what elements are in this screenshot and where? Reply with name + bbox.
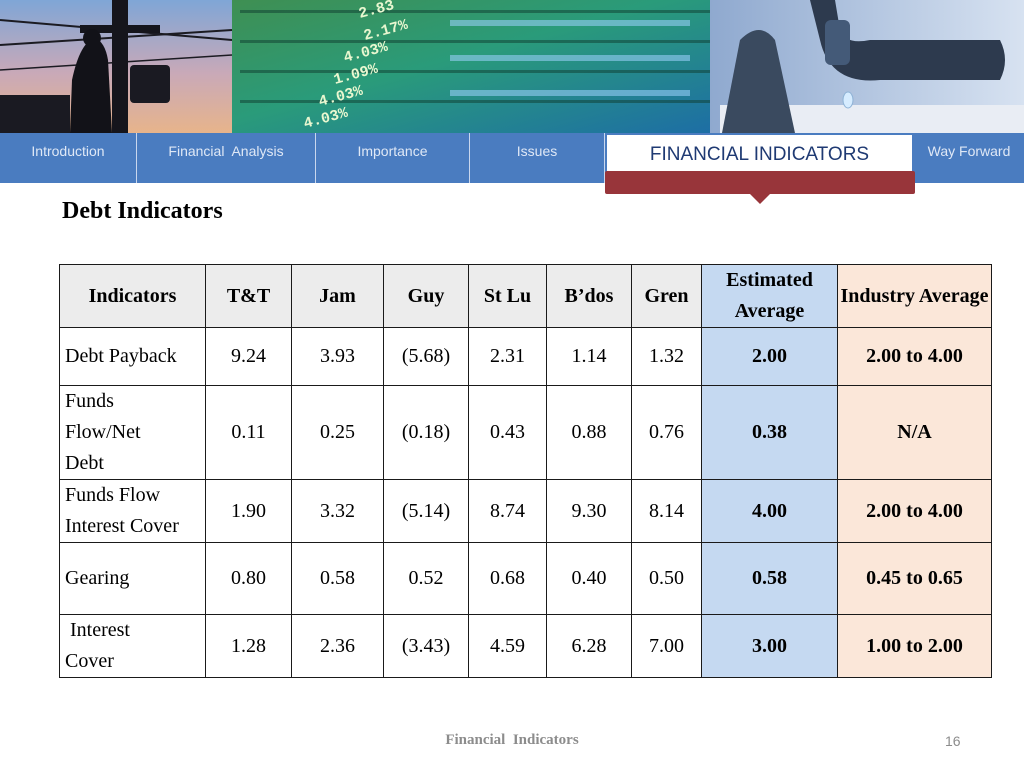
nav-item-way-forward[interactable]: Way Forward bbox=[914, 133, 1024, 183]
indicator-cell: Debt Payback bbox=[59, 327, 206, 386]
estimated-average-cell: 3.00 bbox=[701, 614, 838, 678]
column-header: Gren bbox=[631, 264, 702, 328]
industry-average-cell: 0.45 to 0.65 bbox=[837, 542, 992, 615]
footer-title: Financial Indicators bbox=[0, 732, 1024, 749]
lineman-photo bbox=[0, 0, 233, 133]
estimated-average-cell: 2.00 bbox=[701, 327, 838, 386]
table-cell: 0.68 bbox=[468, 542, 547, 615]
column-header: Guy bbox=[383, 264, 469, 328]
estimated-average-cell: 4.00 bbox=[701, 479, 838, 543]
estimated-average-cell: 0.38 bbox=[701, 385, 838, 480]
table-cell: 0.52 bbox=[383, 542, 469, 615]
table-header-row: Indicators T&T Jam Guy St Lu B’dos Gren … bbox=[59, 264, 992, 328]
table-row: Gearing 0.80 0.58 0.52 0.68 0.40 0.50 0.… bbox=[59, 542, 992, 615]
table-cell: 6.28 bbox=[546, 614, 632, 678]
table-cell: 1.14 bbox=[546, 327, 632, 386]
table-cell: (5.68) bbox=[383, 327, 469, 386]
table-row: Funds Flow Interest Cover 1.90 3.32 (5.1… bbox=[59, 479, 992, 543]
page-title: Debt Indicators bbox=[62, 198, 223, 224]
table-cell: (3.43) bbox=[383, 614, 469, 678]
nav-item-label: Introduction bbox=[31, 143, 105, 159]
column-header: Jam bbox=[291, 264, 384, 328]
table-cell: 0.25 bbox=[291, 385, 384, 480]
nav-item-label: Issues bbox=[516, 143, 558, 159]
nav-item-issues[interactable]: Issues bbox=[470, 133, 605, 183]
nav-item-importance[interactable]: Importance bbox=[316, 133, 470, 183]
page-number: 16 bbox=[945, 733, 961, 749]
table-cell: 1.32 bbox=[631, 327, 702, 386]
column-header: Indicators bbox=[59, 264, 206, 328]
active-section-marker bbox=[605, 171, 915, 194]
industry-average-cell: 2.00 to 4.00 bbox=[837, 327, 992, 386]
industry-average-cell: 2.00 to 4.00 bbox=[837, 479, 992, 543]
column-header: Industry Average bbox=[837, 264, 992, 328]
table-cell: 0.80 bbox=[205, 542, 292, 615]
indicator-cell: Funds Flow/Net Debt bbox=[59, 385, 206, 480]
debt-indicators-table: Indicators T&T Jam Guy St Lu B’dos Gren … bbox=[59, 264, 992, 678]
table-cell: 0.58 bbox=[291, 542, 384, 615]
nav-item-label: Financial Analysis bbox=[168, 143, 284, 159]
industry-average-cell: 1.00 to 2.00 bbox=[837, 614, 992, 678]
nav-item-label: FINANCIAL INDICATORS bbox=[649, 144, 870, 165]
footer-title-text: Financial Indicators bbox=[445, 732, 579, 748]
table-row: Funds Flow/Net Debt 0.11 0.25 (0.18) 0.4… bbox=[59, 385, 992, 480]
nav-item-introduction[interactable]: Introduction bbox=[0, 133, 137, 183]
table-cell: 2.31 bbox=[468, 327, 547, 386]
indicator-cell: Interest Cover bbox=[59, 614, 206, 678]
indicator-cell: Gearing bbox=[59, 542, 206, 615]
table-cell: (5.14) bbox=[383, 479, 469, 543]
table-cell: 7.00 bbox=[631, 614, 702, 678]
table-cell: 2.36 bbox=[291, 614, 384, 678]
indicator-cell: Funds Flow Interest Cover bbox=[59, 479, 206, 543]
table-cell: 1.28 bbox=[205, 614, 292, 678]
column-header: St Lu bbox=[468, 264, 547, 328]
table-cell: 9.30 bbox=[546, 479, 632, 543]
table-cell: 0.50 bbox=[631, 542, 702, 615]
nav-item-financial-analysis[interactable]: Financial Analysis bbox=[137, 133, 316, 183]
stock-ticker-photo: 2.83 2.17% 4.03% 1.09% 4.03% 4.03% bbox=[232, 0, 710, 133]
industry-average-cell: N/A bbox=[837, 385, 992, 480]
table-cell: 3.32 bbox=[291, 479, 384, 543]
table-cell: 1.90 bbox=[205, 479, 292, 543]
nav-item-label: Importance bbox=[357, 143, 428, 159]
column-header: B’dos bbox=[546, 264, 632, 328]
faucet-photo bbox=[710, 0, 1024, 133]
table-row: Debt Payback 9.24 3.93 (5.68) 2.31 1.14 … bbox=[59, 327, 992, 386]
table-cell: (0.18) bbox=[383, 385, 469, 480]
table-cell: 0.76 bbox=[631, 385, 702, 480]
table-cell: 9.24 bbox=[205, 327, 292, 386]
column-header: T&T bbox=[205, 264, 292, 328]
table-cell: 8.14 bbox=[631, 479, 702, 543]
table-cell: 8.74 bbox=[468, 479, 547, 543]
table-cell: 4.59 bbox=[468, 614, 547, 678]
table-cell: 0.88 bbox=[546, 385, 632, 480]
header-banner: 2.83 2.17% 4.03% 1.09% 4.03% 4.03% bbox=[0, 0, 1024, 133]
table-row: Interest Cover 1.28 2.36 (3.43) 4.59 6.2… bbox=[59, 614, 992, 678]
banner-images: 2.83 2.17% 4.03% 1.09% 4.03% 4.03% bbox=[0, 0, 1024, 133]
column-header: Estimated Average bbox=[701, 264, 838, 328]
active-section-arrow-icon bbox=[750, 194, 770, 204]
table-cell: 0.43 bbox=[468, 385, 547, 480]
nav-item-label: Way Forward bbox=[927, 143, 1011, 159]
table-cell: 0.11 bbox=[205, 385, 292, 480]
table-cell: 3.93 bbox=[291, 327, 384, 386]
table-cell: 0.40 bbox=[546, 542, 632, 615]
section-nav: Introduction Financial Analysis Importan… bbox=[0, 133, 1024, 183]
estimated-average-cell: 0.58 bbox=[701, 542, 838, 615]
